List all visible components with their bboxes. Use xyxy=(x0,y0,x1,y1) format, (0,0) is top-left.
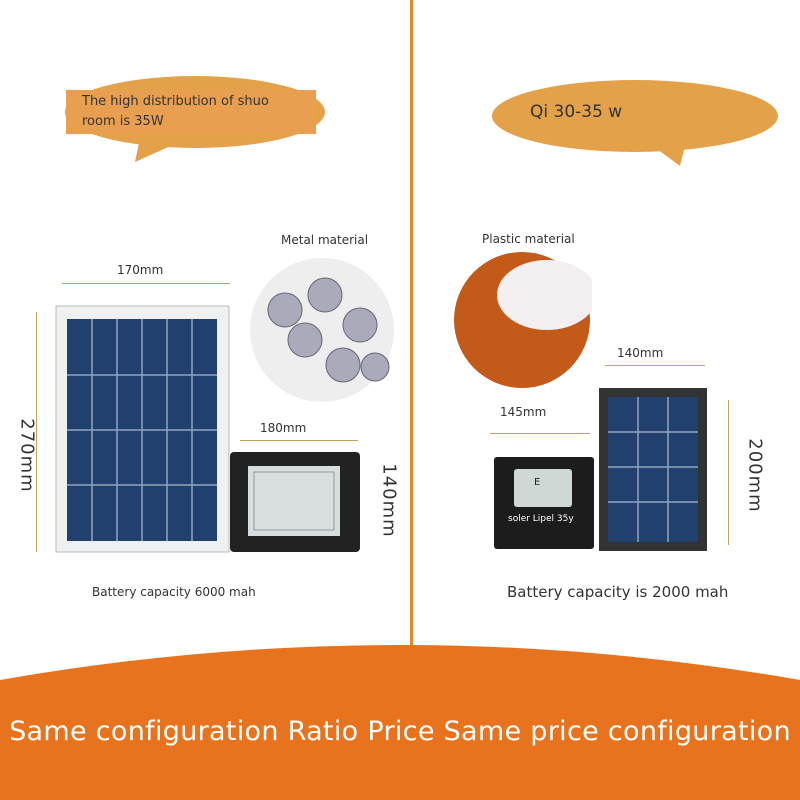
led-array: E xyxy=(514,469,572,507)
small-flood-light: E soler Lipel 35y xyxy=(494,457,594,549)
right-bubble-text: Qi 30-35 w xyxy=(530,102,623,122)
large-flood-light xyxy=(230,452,360,552)
footer-banner xyxy=(0,645,800,800)
left-battery-capacity: Battery capacity 6000 mah xyxy=(92,585,256,599)
dimension-line xyxy=(605,365,705,366)
dimension-line xyxy=(240,440,358,441)
plastic-material-image xyxy=(454,252,592,388)
dimension-line xyxy=(36,312,37,552)
right-panel-height: 200mm xyxy=(744,438,766,513)
footer-text: Same configuration Ratio Price Same pric… xyxy=(9,716,791,747)
left-panel-width: 170mm xyxy=(117,263,164,277)
dimension-line xyxy=(490,433,590,434)
metal-rods-image xyxy=(250,258,394,402)
large-solar-panel xyxy=(55,305,230,553)
left-material-label: Metal material xyxy=(281,233,369,247)
light-model-label: soler Lipel 35y xyxy=(508,514,574,524)
center-divider xyxy=(410,0,413,650)
left-light-height: 140mm xyxy=(378,463,400,538)
light-mark: E xyxy=(534,477,541,488)
dimension-line xyxy=(62,283,230,284)
small-solar-panel xyxy=(599,388,707,551)
dimension-line xyxy=(728,400,729,545)
speech-bubble-right xyxy=(492,80,778,166)
right-material-label: Plastic material xyxy=(482,232,575,246)
right-battery-capacity: Battery capacity is 2000 mah xyxy=(507,583,729,601)
right-panel-width: 140mm xyxy=(617,346,664,360)
left-bubble-text: The high distribution of shuo room is 35… xyxy=(66,90,316,134)
left-light-width: 180mm xyxy=(260,421,307,435)
left-panel-height: 270mm xyxy=(16,418,38,493)
right-light-width: 145mm xyxy=(500,405,547,419)
